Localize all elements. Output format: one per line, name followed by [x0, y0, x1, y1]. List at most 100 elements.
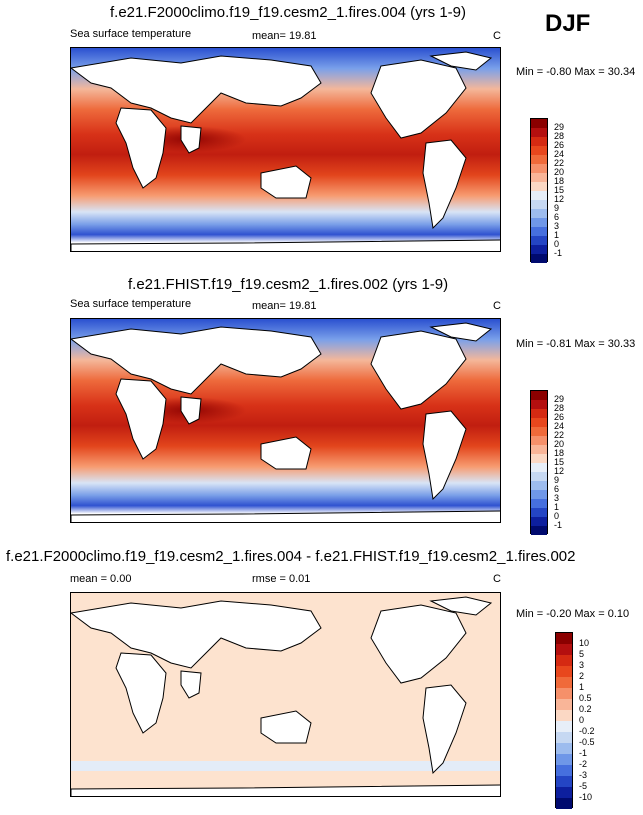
- panel2-title: f.e21.FHIST.f19_f19.cesm2_1.fires.002 (y…: [128, 276, 449, 293]
- colorbar-tick-label: 26: [554, 411, 565, 422]
- colorbar-tick-label: 3: [579, 659, 585, 670]
- colorbar-tick-label: 18: [554, 447, 565, 458]
- panel2-colorbar-box: [530, 390, 548, 535]
- colorbar-tick-label: 1: [554, 501, 560, 512]
- panel2-minmax: Min = -0.81 Max = 30.33: [516, 338, 636, 350]
- colorbar-cell: [531, 137, 547, 146]
- colorbar-tick-label: 29: [554, 121, 565, 132]
- colorbar-cell: [531, 445, 547, 454]
- colorbar-cell: [531, 454, 547, 463]
- panel3-continents: [71, 596, 500, 796]
- colorbar-cell: [556, 787, 572, 798]
- panel3-map: [70, 592, 501, 797]
- panel3-colorbar: 10 5 3 2 1 0.5 0.2 0 -0.2 -0.5 -1 -2 -3 -5 -10: [555, 632, 595, 809]
- colorbar-tick-label: 12: [554, 465, 565, 476]
- panel3-rmse: rmse = 0.01: [252, 573, 311, 585]
- colorbar-cell: [556, 688, 572, 699]
- colorbar-cell: [531, 236, 547, 245]
- panel2-map-svg: [71, 319, 500, 522]
- colorbar-cell: [531, 409, 547, 418]
- colorbar-tick-label: 9: [554, 474, 560, 485]
- panel3-map-svg: [71, 593, 500, 796]
- colorbar-tick-label: -3: [579, 769, 588, 780]
- colorbar-tick-label: 0: [579, 714, 585, 725]
- colorbar-cell: [531, 164, 547, 173]
- colorbar-cell: [556, 633, 572, 644]
- colorbar-cell: [531, 245, 547, 254]
- colorbar-cell: [531, 155, 547, 164]
- colorbar-tick-label: -1: [554, 519, 563, 530]
- colorbar-tick-label: -0.5: [579, 736, 595, 747]
- colorbar-tick-label: -0.2: [579, 725, 595, 736]
- panel3-pale-band: [71, 761, 500, 771]
- colorbar-cell: [531, 254, 547, 263]
- panel1-continents: [71, 51, 500, 251]
- panel1-mean: mean= 19.81: [252, 30, 317, 42]
- colorbar-cell: [556, 765, 572, 776]
- colorbar-cell: [556, 798, 572, 809]
- colorbar-cell: [531, 472, 547, 481]
- colorbar-cell: [531, 517, 547, 526]
- colorbar-cell: [531, 418, 547, 427]
- panel3-title: f.e21.F2000climo.f19_f19.cesm2_1.fires.0…: [6, 548, 576, 565]
- panel2-colorbar: 29 28 26 24 22 20 18 15 12 9 6 3 1 0 -1: [530, 390, 564, 535]
- colorbar-cell: [531, 427, 547, 436]
- colorbar-tick-label: 12: [554, 193, 565, 204]
- colorbar-tick-label: 0: [554, 510, 560, 521]
- colorbar-tick-label: 28: [554, 402, 565, 413]
- colorbar-tick-label: -1: [579, 747, 588, 758]
- panel1-units: C: [493, 30, 501, 42]
- colorbar-tick-label: 22: [554, 157, 565, 168]
- colorbar-tick-label: 6: [554, 211, 560, 222]
- colorbar-tick-label: 3: [554, 220, 560, 231]
- colorbar-tick-label: -5: [579, 780, 588, 791]
- colorbar-tick-label: 5: [579, 648, 585, 659]
- colorbar-cell: [556, 710, 572, 721]
- panel2-map: [70, 318, 501, 523]
- colorbar-tick-label: 28: [554, 130, 565, 141]
- colorbar-tick-label: 20: [554, 438, 565, 449]
- colorbar-tick-label: 18: [554, 175, 565, 186]
- colorbar-cell: [556, 666, 572, 677]
- colorbar-tick-label: 29: [554, 393, 565, 404]
- colorbar-cell: [531, 191, 547, 200]
- colorbar-tick-label: 1: [554, 229, 560, 240]
- panel1-minmax: Min = -0.80 Max = 30.34: [516, 66, 636, 78]
- colorbar-tick-label: 26: [554, 139, 565, 150]
- colorbar-cell: [531, 436, 547, 445]
- colorbar-cell: [531, 182, 547, 191]
- panel3-colorbar-box: [555, 632, 573, 809]
- panel1-variable: Sea surface temperature: [70, 28, 192, 40]
- colorbar-cell: [531, 128, 547, 137]
- panel2-continents: [71, 322, 500, 522]
- colorbar-cell: [531, 146, 547, 155]
- colorbar-cell: [556, 699, 572, 710]
- colorbar-cell: [556, 655, 572, 666]
- colorbar-cell: [531, 463, 547, 472]
- colorbar-tick-label: 2: [579, 670, 585, 681]
- panel2-variable: Sea surface temperature: [70, 298, 192, 310]
- colorbar-cell: [556, 776, 572, 787]
- colorbar-cell: [531, 218, 547, 227]
- colorbar-cell: [556, 732, 572, 743]
- colorbar-cell: [531, 481, 547, 490]
- colorbar-cell: [531, 400, 547, 409]
- season-label: DJF: [545, 10, 591, 37]
- colorbar-tick-label: 0: [554, 238, 560, 249]
- panel1-map-svg: [71, 48, 500, 251]
- colorbar-cell: [531, 119, 547, 128]
- colorbar-tick-label: 9: [554, 202, 560, 213]
- colorbar-tick-label: 0.5: [579, 692, 592, 703]
- colorbar-tick-label: 3: [554, 492, 560, 503]
- colorbar-tick-label: 0.2: [579, 703, 592, 714]
- colorbar-tick-label: -2: [579, 758, 588, 769]
- colorbar-cell: [556, 754, 572, 765]
- colorbar-cell: [531, 526, 547, 535]
- colorbar-tick-label: 6: [554, 483, 560, 494]
- colorbar-cell: [531, 391, 547, 400]
- colorbar-cell: [531, 490, 547, 499]
- panel3-units: C: [493, 573, 501, 585]
- colorbar-cell: [556, 721, 572, 732]
- panel3-minmax: Min = -0.20 Max = 0.10: [516, 608, 630, 620]
- colorbar-cell: [531, 209, 547, 218]
